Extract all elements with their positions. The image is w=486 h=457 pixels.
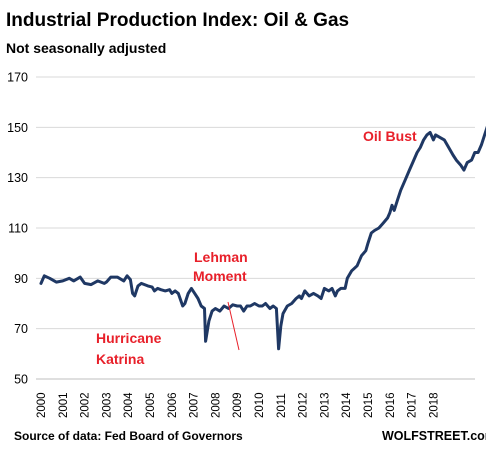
brand-label: WOLFSTREET.com bbox=[382, 429, 486, 443]
x-tick-label: 2013 bbox=[319, 392, 331, 418]
annotation-hurricane-line2: Katrina bbox=[96, 351, 144, 367]
series-line-oil-gas bbox=[39, 125, 486, 351]
chart-title: Industrial Production Index: Oil & Gas bbox=[6, 10, 349, 31]
lehman-pointer bbox=[227, 301, 240, 351]
y-tick-label: 70 bbox=[14, 322, 28, 336]
x-tick-label: 2016 bbox=[385, 392, 397, 418]
x-tick-label: 2008 bbox=[210, 392, 222, 418]
y-axis-ticks: 50 70 90 110 130 150 170 bbox=[7, 71, 28, 387]
x-tick-label: 2010 bbox=[254, 392, 266, 418]
chart-subtitle: Not seasonally adjusted bbox=[6, 40, 166, 56]
y-tick-label: 150 bbox=[7, 121, 28, 135]
x-tick-label: 2018 bbox=[428, 392, 440, 418]
x-tick-label: 2003 bbox=[101, 392, 113, 418]
x-tick-label: 2007 bbox=[189, 392, 201, 418]
annotation-lehman-line2: Moment bbox=[193, 268, 247, 284]
x-tick-label: 2017 bbox=[407, 392, 419, 418]
x-tick-label: 2004 bbox=[123, 392, 135, 418]
x-tick-label: 2015 bbox=[363, 392, 375, 418]
x-tick-label: 2009 bbox=[232, 392, 244, 418]
y-tick-label: 90 bbox=[14, 272, 28, 286]
x-tick-label: 2000 bbox=[36, 392, 48, 418]
x-tick-label: 2001 bbox=[58, 392, 70, 418]
source-note: Source of data: Fed Board of Governors bbox=[14, 429, 243, 443]
y-tick-label: 50 bbox=[14, 373, 28, 387]
x-tick-label: 2002 bbox=[80, 392, 92, 418]
y-tick-label: 130 bbox=[7, 171, 28, 185]
annotation-hurricane-line1: Hurricane bbox=[96, 330, 162, 346]
x-axis-ticks: 2000 2001 2002 2003 2004 2005 2006 2007 2008 2009… bbox=[36, 392, 440, 418]
x-tick-label: 2006 bbox=[167, 392, 179, 418]
x-tick-label: 2011 bbox=[276, 393, 288, 418]
y-tick-label: 170 bbox=[7, 71, 28, 85]
y-tick-label: 110 bbox=[8, 222, 28, 236]
annotation-oil-bust: Oil Bust bbox=[363, 128, 417, 144]
x-tick-label: 2014 bbox=[341, 392, 353, 418]
x-tick-label: 2012 bbox=[298, 392, 310, 418]
x-tick-label: 2005 bbox=[145, 392, 157, 418]
annotation-lehman-line1: Lehman bbox=[194, 249, 248, 265]
